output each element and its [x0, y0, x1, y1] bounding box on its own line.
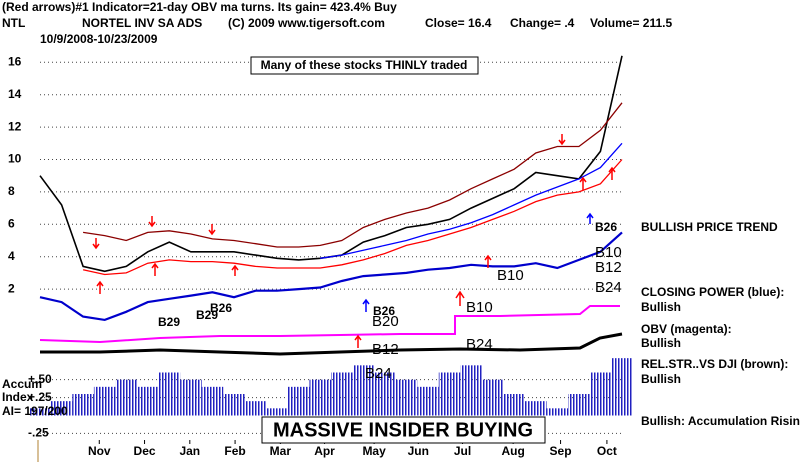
- signal: B10: [595, 244, 622, 261]
- x-tick-label: Mar: [270, 444, 292, 458]
- note: Many of these stocks THINLY traded: [261, 58, 468, 72]
- accum-label: AI= 197/200: [2, 404, 68, 418]
- accum-bar: [589, 372, 612, 416]
- accum-bar: [137, 386, 159, 416]
- accum-bar: [352, 365, 375, 416]
- change: Change= .4: [510, 16, 575, 30]
- ticker: NTL: [2, 16, 25, 30]
- series-line: [320, 142, 623, 259]
- accum-bar: [546, 408, 569, 416]
- headline: MASSIVE INSIDER BUYING: [273, 419, 533, 441]
- note-box: [250, 56, 479, 75]
- right-label: Bullish: Accumulation Rising: [641, 414, 800, 428]
- y-tick-label: 16: [8, 54, 22, 68]
- signal: B26: [373, 304, 395, 318]
- accum-bar: [287, 386, 310, 416]
- plot: 2 4 6 8 10 12 14 16 Nov Dec Jan Feb Mar Apr May Jun Jul A…: [8, 54, 633, 458]
- x-tick-label: Apr: [314, 444, 335, 458]
- x-tick-label: Jan: [179, 444, 200, 458]
- accum-bar: [331, 372, 353, 416]
- y-tick-label: 8: [8, 184, 15, 198]
- accum-bar: [395, 379, 418, 416]
- signal: B20: [372, 313, 399, 330]
- right-label: BULLISH PRICE TREND: [641, 220, 778, 234]
- x-tick-label: Dec: [134, 444, 156, 458]
- source: (C) 2009 www.tigersoft.com: [228, 16, 385, 30]
- right-label: Bullish: [641, 372, 681, 386]
- signal: B10: [497, 267, 524, 284]
- accum-bar: [417, 386, 439, 416]
- accum-bar: [568, 394, 590, 416]
- close: Close= 16.4: [425, 16, 492, 30]
- accum-bar: [50, 401, 73, 416]
- x-tick-label: Feb: [224, 444, 245, 458]
- x-tick-label: Sep: [550, 444, 572, 458]
- relstr-line: [40, 332, 623, 356]
- x-tick-label: Nov: [88, 444, 111, 458]
- accum-bar: [158, 372, 181, 416]
- accum-bar: [72, 394, 94, 416]
- accum-bar: [180, 379, 202, 416]
- accum-bar: [503, 394, 525, 416]
- arrows: [92, 134, 616, 348]
- accum-bar: [525, 401, 547, 416]
- signal: B26: [595, 220, 617, 234]
- right-label: OBV (magenta):: [641, 322, 732, 336]
- series-line: [83, 102, 623, 248]
- accum-bar: [115, 379, 137, 416]
- signal: B29: [158, 315, 180, 329]
- x-tick-label: Jun: [408, 444, 429, 458]
- accum-tick-label: -.25: [28, 426, 49, 440]
- accum-bar: [460, 365, 482, 416]
- x-tick-label: Aug: [501, 444, 524, 458]
- y-tick-label: 12: [8, 119, 22, 133]
- accum-label: Accum: [2, 377, 42, 391]
- x-tick-label: Oct: [597, 444, 617, 458]
- y-tick-label: 10: [8, 152, 22, 166]
- y-tick-label: 14: [8, 87, 22, 101]
- accum-label: Index: [2, 390, 34, 404]
- signal: B12: [595, 259, 622, 276]
- headline-box: [261, 416, 546, 444]
- accum-bar: [29, 408, 51, 416]
- signal: B24: [595, 279, 622, 296]
- signal: B24: [365, 365, 392, 382]
- x-tick-label: Jul: [454, 444, 471, 458]
- obv-line: [39, 305, 620, 344]
- accum-bar: [481, 379, 504, 416]
- header-title: (Red arrows)#1 Indicator=21-day OBV ma t…: [2, 0, 397, 14]
- accum-tick-label: +.25: [28, 390, 52, 404]
- accum-tick-label: +.50: [28, 372, 52, 386]
- series-line: [39, 231, 623, 322]
- signal: B10: [466, 299, 493, 316]
- accum-bar: [309, 379, 331, 416]
- volume: Volume= 211.5: [590, 16, 672, 30]
- right-label: REL.STR..VS DJI (brown):: [641, 357, 788, 371]
- y-tick-label: 6: [8, 216, 15, 230]
- accum-bar: [438, 372, 461, 416]
- signal: B26: [210, 301, 232, 315]
- right-label: Bullish: [641, 300, 681, 314]
- accum-bar: [374, 372, 396, 416]
- signal: B29: [196, 308, 218, 322]
- accum-bar: [201, 386, 224, 416]
- series-line: [82, 159, 623, 276]
- y-tick-label: 2: [8, 281, 15, 295]
- accum-bar: [244, 401, 267, 416]
- company: NORTEL INV SA ADS: [82, 16, 202, 30]
- x-tick-label: May: [362, 444, 386, 458]
- y-tick-label: 4: [8, 249, 15, 263]
- accum-bar: [223, 394, 245, 416]
- series-line: [39, 55, 623, 273]
- date-range: 10/9/2008-10/23/2009: [40, 32, 158, 46]
- accum-bar: [266, 408, 288, 416]
- accum-bar: [93, 386, 116, 416]
- accum-bar: [611, 358, 633, 416]
- right-label: CLOSING POWER (blue):: [641, 285, 784, 299]
- right-label: Bullish: [641, 336, 681, 350]
